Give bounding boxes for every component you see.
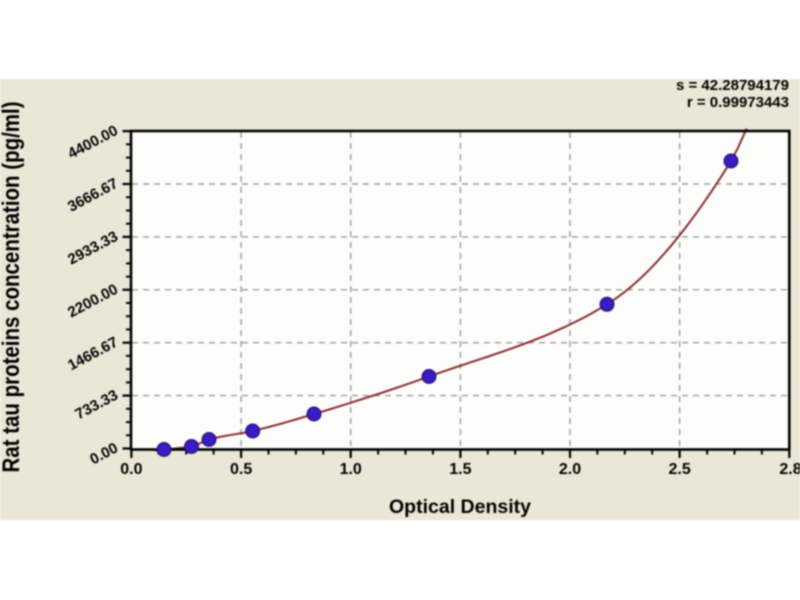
svg-text:s = 42.28794179: s = 42.28794179 [676,77,789,94]
svg-text:1466.67: 1466.67 [65,334,121,374]
svg-text:r = 0.99973443: r = 0.99973443 [687,94,789,111]
svg-text:2.5: 2.5 [668,461,690,478]
svg-text:0.00: 0.00 [87,440,121,469]
svg-text:1.5: 1.5 [449,461,471,478]
svg-text:3666.67: 3666.67 [65,175,121,215]
svg-text:0.0: 0.0 [120,461,142,478]
svg-text:2933.33: 2933.33 [65,228,121,268]
svg-text:2.0: 2.0 [559,461,581,478]
svg-text:Rat tau proteins concentration: Rat tau proteins concentration (pg/ml) [0,101,24,472]
svg-text:Optical Density: Optical Density [389,496,531,518]
svg-text:1.0: 1.0 [340,461,362,478]
svg-text:733.33: 733.33 [72,387,121,424]
svg-text:4400.00: 4400.00 [65,122,121,162]
svg-text:2.8: 2.8 [779,461,800,478]
svg-text:0.5: 0.5 [230,461,252,478]
svg-text:2200.00: 2200.00 [65,281,121,321]
